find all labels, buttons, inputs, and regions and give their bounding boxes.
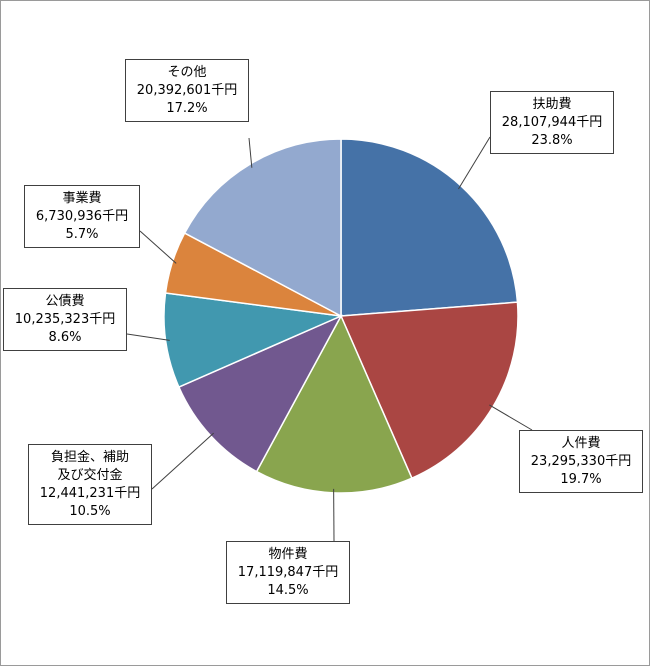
label-jinkenhi-value: 23,295,330千円: [520, 453, 642, 471]
pie-slice-fujohi: [341, 139, 517, 316]
label-jigyohi: 事業費 6,730,936千円 5.7%: [24, 185, 140, 248]
label-futankin-name: 負担金、補助: [29, 449, 151, 467]
label-kosaihi-name: 公債費: [4, 293, 126, 311]
label-jigyohi-name: 事業費: [25, 190, 139, 208]
leader-line-jigyohi: [140, 231, 176, 263]
label-jinkenhi: 人件費 23,295,330千円 19.7%: [519, 430, 643, 493]
label-fujohi-value: 28,107,944千円: [491, 114, 613, 132]
label-bukkenhi-name: 物件費: [227, 546, 349, 564]
label-kosaihi: 公債費 10,235,323千円 8.6%: [3, 288, 127, 351]
label-sonota-percent: 17.2%: [126, 100, 248, 118]
label-bukkenhi: 物件費 17,119,847千円 14.5%: [226, 541, 350, 604]
label-futankin-name2: 及び交付金: [29, 467, 151, 485]
label-kosaihi-percent: 8.6%: [4, 329, 126, 347]
label-kosaihi-value: 10,235,323千円: [4, 311, 126, 329]
label-jinkenhi-percent: 19.7%: [520, 471, 642, 489]
leader-line-kosaihi: [127, 334, 170, 340]
label-sonota-name: その他: [126, 64, 248, 82]
label-sonota: その他 20,392,601千円 17.2%: [125, 59, 249, 122]
label-bukkenhi-value: 17,119,847千円: [227, 564, 349, 582]
label-futankin-percent: 10.5%: [29, 503, 151, 521]
label-fujohi: 扶助費 28,107,944千円 23.8%: [490, 91, 614, 154]
label-futankin-value: 12,441,231千円: [29, 485, 151, 503]
leader-line-futankin: [152, 433, 214, 489]
leader-line-fujohi: [458, 137, 490, 189]
label-futankin: 負担金、補助 及び交付金 12,441,231千円 10.5%: [28, 444, 152, 525]
leader-line-jinkenhi: [489, 405, 532, 430]
label-fujohi-name: 扶助費: [491, 96, 613, 114]
label-jinkenhi-name: 人件費: [520, 435, 642, 453]
label-fujohi-percent: 23.8%: [491, 132, 613, 150]
label-sonota-value: 20,392,601千円: [126, 82, 248, 100]
label-bukkenhi-percent: 14.5%: [227, 582, 349, 600]
label-jigyohi-value: 6,730,936千円: [25, 208, 139, 226]
label-jigyohi-percent: 5.7%: [25, 226, 139, 244]
